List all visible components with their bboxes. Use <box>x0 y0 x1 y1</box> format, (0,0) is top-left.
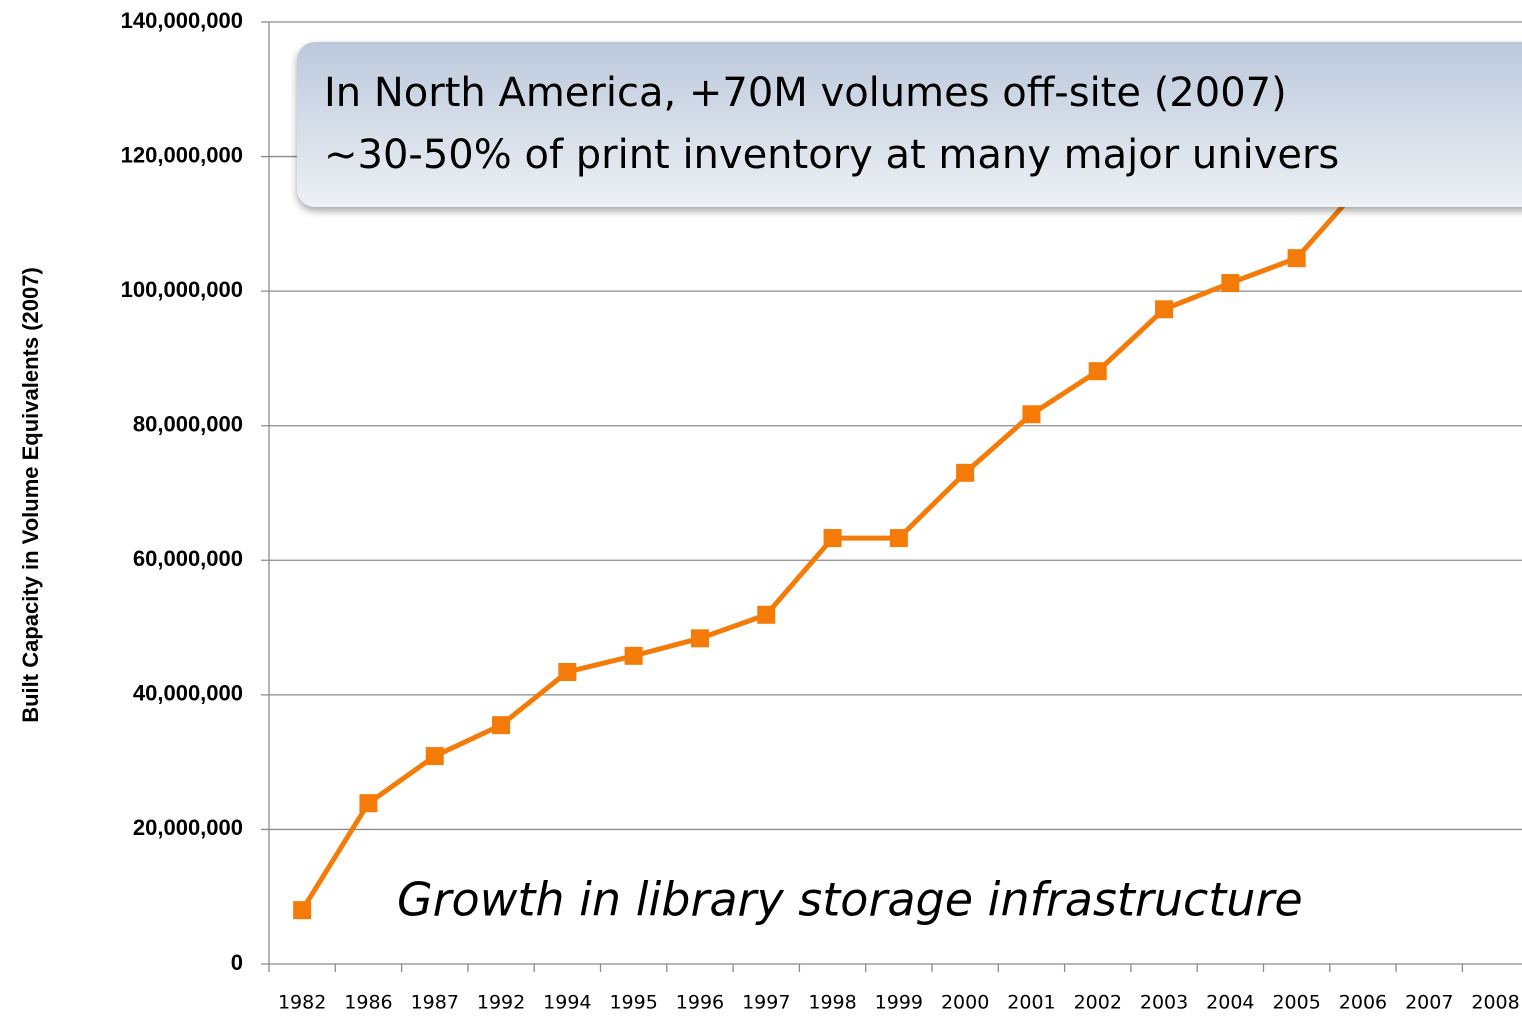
marker <box>1088 362 1107 381</box>
x-tick-label: 2008 <box>1471 992 1519 1014</box>
y-axis-title: Built Capacity in Volume Equivalents (20… <box>18 267 43 723</box>
x-tick-label: 2003 <box>1140 992 1188 1014</box>
marker <box>757 605 776 624</box>
x-tick-label: 2000 <box>941 992 989 1014</box>
marker <box>558 662 577 681</box>
x-tick-label: 1987 <box>411 992 459 1014</box>
x-tick-label: 2006 <box>1339 992 1387 1014</box>
marker <box>690 629 709 648</box>
marker <box>492 716 511 735</box>
marker <box>1221 274 1240 293</box>
marker <box>293 901 312 920</box>
y-tick-label: 120,000,000 <box>121 142 243 167</box>
marker <box>359 794 378 813</box>
marker <box>1022 405 1041 424</box>
annotation-box <box>297 42 1522 207</box>
marker <box>624 646 643 665</box>
x-tick-label: 1998 <box>808 992 856 1014</box>
x-tick-label: 1992 <box>477 992 525 1014</box>
marker <box>1155 300 1174 319</box>
x-tick-label: 2002 <box>1074 992 1122 1014</box>
marker <box>889 529 908 548</box>
y-tick-label: 80,000,000 <box>133 412 243 437</box>
y-tick-label: 0 <box>231 950 243 975</box>
y-tick-label: 100,000,000 <box>121 277 243 302</box>
y-tick-label: 20,000,000 <box>133 815 243 840</box>
y-tick-label: 40,000,000 <box>133 681 243 706</box>
x-tick-label: 2007 <box>1405 992 1453 1014</box>
annotation: In North America, +70M volumes off-site … <box>324 70 1287 116</box>
x-tick-label: 1997 <box>742 992 790 1014</box>
x-tick-label: 1982 <box>278 992 326 1014</box>
y-tick-label: 140,000,000 <box>121 8 243 33</box>
x-tick-label: 1999 <box>875 992 923 1014</box>
x-tick-label: 1994 <box>543 992 591 1014</box>
x-tick-label: 2001 <box>1007 992 1055 1014</box>
x-tick-label: 1986 <box>344 992 392 1014</box>
x-tick-label: 1995 <box>609 992 657 1014</box>
annotation: ~30-50% of print inventory at many major… <box>324 132 1339 178</box>
y-tick-label: 60,000,000 <box>133 546 243 571</box>
marker <box>1287 249 1306 268</box>
x-tick-label: 2004 <box>1206 992 1254 1014</box>
x-tick-label: 2005 <box>1272 992 1320 1014</box>
x-tick-label: 1996 <box>676 992 724 1014</box>
marker <box>823 529 842 548</box>
annotation: Growth in library storage infrastructure <box>397 873 1303 927</box>
marker <box>425 747 444 766</box>
marker <box>956 463 975 482</box>
